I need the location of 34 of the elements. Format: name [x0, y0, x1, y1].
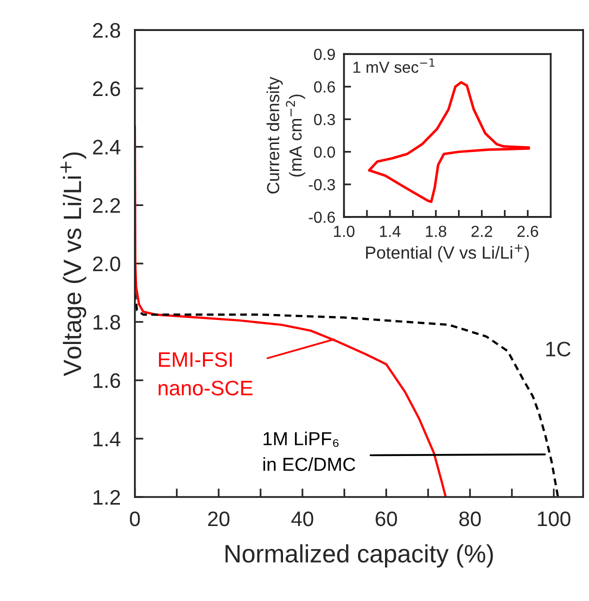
x-tick-label: 1.4: [380, 226, 401, 237]
x-tick-label: 40: [291, 511, 314, 526]
x-tick-label: 100: [538, 511, 570, 526]
y-tick-label: -0.6: [308, 212, 335, 223]
x-tick-label: 0: [130, 511, 140, 526]
text: 1M LiPF₆ in EC/DMC: [263, 432, 356, 471]
y-tick-label: 1.8: [94, 314, 120, 330]
y-axis-title: Voltage (V vs Li/Li$^{+}$): [60, 152, 86, 376]
y-tick-label: 2.0: [93, 256, 120, 272]
x-tick-label: 1.0: [334, 226, 354, 238]
y-axis-title: Current density (mA cm$^{−2}$): [266, 76, 306, 194]
y-tick-label: 0.0: [314, 146, 336, 158]
y-tick-label: 0.6: [314, 81, 335, 93]
annotation: 1C: [546, 342, 571, 356]
x-tick-label: 60: [376, 511, 397, 526]
y-tick-label: 1.2: [94, 490, 120, 505]
x-axis-title: Normalized capacity (%): [226, 544, 493, 568]
y-tick-label: 2.6: [93, 81, 120, 96]
y-tick-label: 1.4: [94, 432, 120, 446]
x-tick-label: 2.6: [517, 226, 538, 238]
x-axis-title: Potential (V vs Li/Li$^{+}$): [366, 244, 529, 262]
y-tick-label: 0.3: [314, 114, 335, 126]
y-tick-label: 2.2: [93, 198, 120, 213]
series-label: EMI-FSI nano-SCE: [158, 352, 253, 396]
x-tick-label: 2.2: [472, 226, 492, 237]
y-tick-label: -0.3: [308, 179, 335, 190]
x-tick-label: 20: [208, 511, 230, 526]
x-tick-label: 80: [459, 511, 481, 526]
y-tick-label: 0.9: [314, 48, 335, 60]
x-tick-label: 1.8: [426, 226, 446, 238]
annotation: 1 mV sec$^{−1}$: [353, 58, 434, 73]
y-tick-label: 2.4: [93, 140, 120, 154]
y-tick-label: 1.6: [94, 373, 120, 388]
y-tick-label: 2.8: [93, 23, 120, 38]
